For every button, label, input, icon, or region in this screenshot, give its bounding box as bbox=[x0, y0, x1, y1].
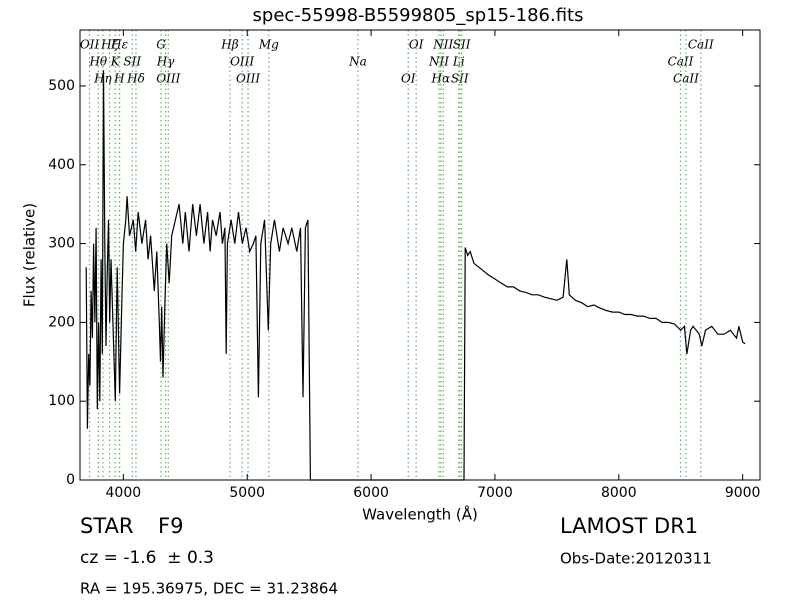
line-marker-label: NII bbox=[432, 38, 453, 52]
line-marker-label: K bbox=[110, 55, 121, 69]
line-marker-label: Hγ bbox=[156, 55, 175, 69]
line-marker-label: G bbox=[156, 38, 166, 52]
y-tick-label: 400 bbox=[48, 157, 75, 173]
line-marker-label: Na bbox=[348, 55, 367, 69]
line-marker-label: OI bbox=[401, 72, 416, 86]
line-marker-label: OII bbox=[80, 38, 100, 52]
coordinates: RA = 195.36975, DEC = 31.23864 bbox=[80, 580, 338, 598]
line-marker-label: Hβ bbox=[220, 38, 238, 52]
y-tick-label: 500 bbox=[48, 78, 75, 94]
y-tick-label: 300 bbox=[48, 236, 75, 252]
y-tick-label: 100 bbox=[48, 393, 75, 409]
y-axis-label: Flux (relative) bbox=[21, 203, 39, 307]
line-marker-label: OIII bbox=[236, 72, 260, 86]
line-marker-label: Hδ bbox=[126, 72, 145, 86]
line-marker-label: CaII bbox=[688, 38, 714, 52]
line-marker-label: SII bbox=[451, 72, 469, 86]
line-marker-label: OIII bbox=[156, 72, 180, 86]
line-marker-label: H bbox=[113, 72, 125, 86]
line-marker-label: OI bbox=[409, 38, 424, 52]
line-marker-label: Hα bbox=[431, 72, 451, 86]
x-axis-label: Wavelength (Å) bbox=[362, 505, 478, 524]
spectrum-line bbox=[85, 70, 746, 481]
y-tick-label: 200 bbox=[48, 314, 75, 330]
line-marker-label: CaII bbox=[668, 55, 694, 69]
class-label: STAR bbox=[80, 514, 133, 538]
subclass: F9 bbox=[158, 514, 183, 538]
x-tick-label: 6000 bbox=[353, 485, 389, 501]
x-tick-label: 8000 bbox=[601, 485, 637, 501]
chart-title: spec-55998-B5599805_sp15-186.fits bbox=[253, 5, 584, 26]
line-marker-label: Li bbox=[452, 55, 465, 69]
line-marker-label: Hε bbox=[110, 38, 128, 52]
line-marker-label: Hθ bbox=[88, 55, 107, 69]
line-marker-label: CaII bbox=[673, 72, 699, 86]
redshift: cz = -1.6 ± 0.3 bbox=[80, 548, 214, 568]
line-marker-label: OIII bbox=[230, 55, 254, 69]
line-marker-label: SII bbox=[453, 38, 471, 52]
x-tick-label: 7000 bbox=[477, 485, 513, 501]
x-tick-label: 5000 bbox=[229, 485, 265, 501]
line-marker-label: SII bbox=[123, 55, 141, 69]
plot-frame bbox=[79, 29, 761, 481]
survey: LAMOST DR1 bbox=[560, 514, 698, 538]
line-marker-label: Mg bbox=[258, 38, 279, 52]
obs-date: Obs-Date:20120311 bbox=[560, 550, 712, 568]
x-tick-label: 4000 bbox=[106, 485, 142, 501]
x-tick-label: 9000 bbox=[725, 485, 761, 501]
line-marker-label: NII bbox=[428, 55, 449, 69]
y-tick-label: 0 bbox=[66, 472, 75, 488]
line-marker-label: Hη bbox=[93, 72, 112, 86]
